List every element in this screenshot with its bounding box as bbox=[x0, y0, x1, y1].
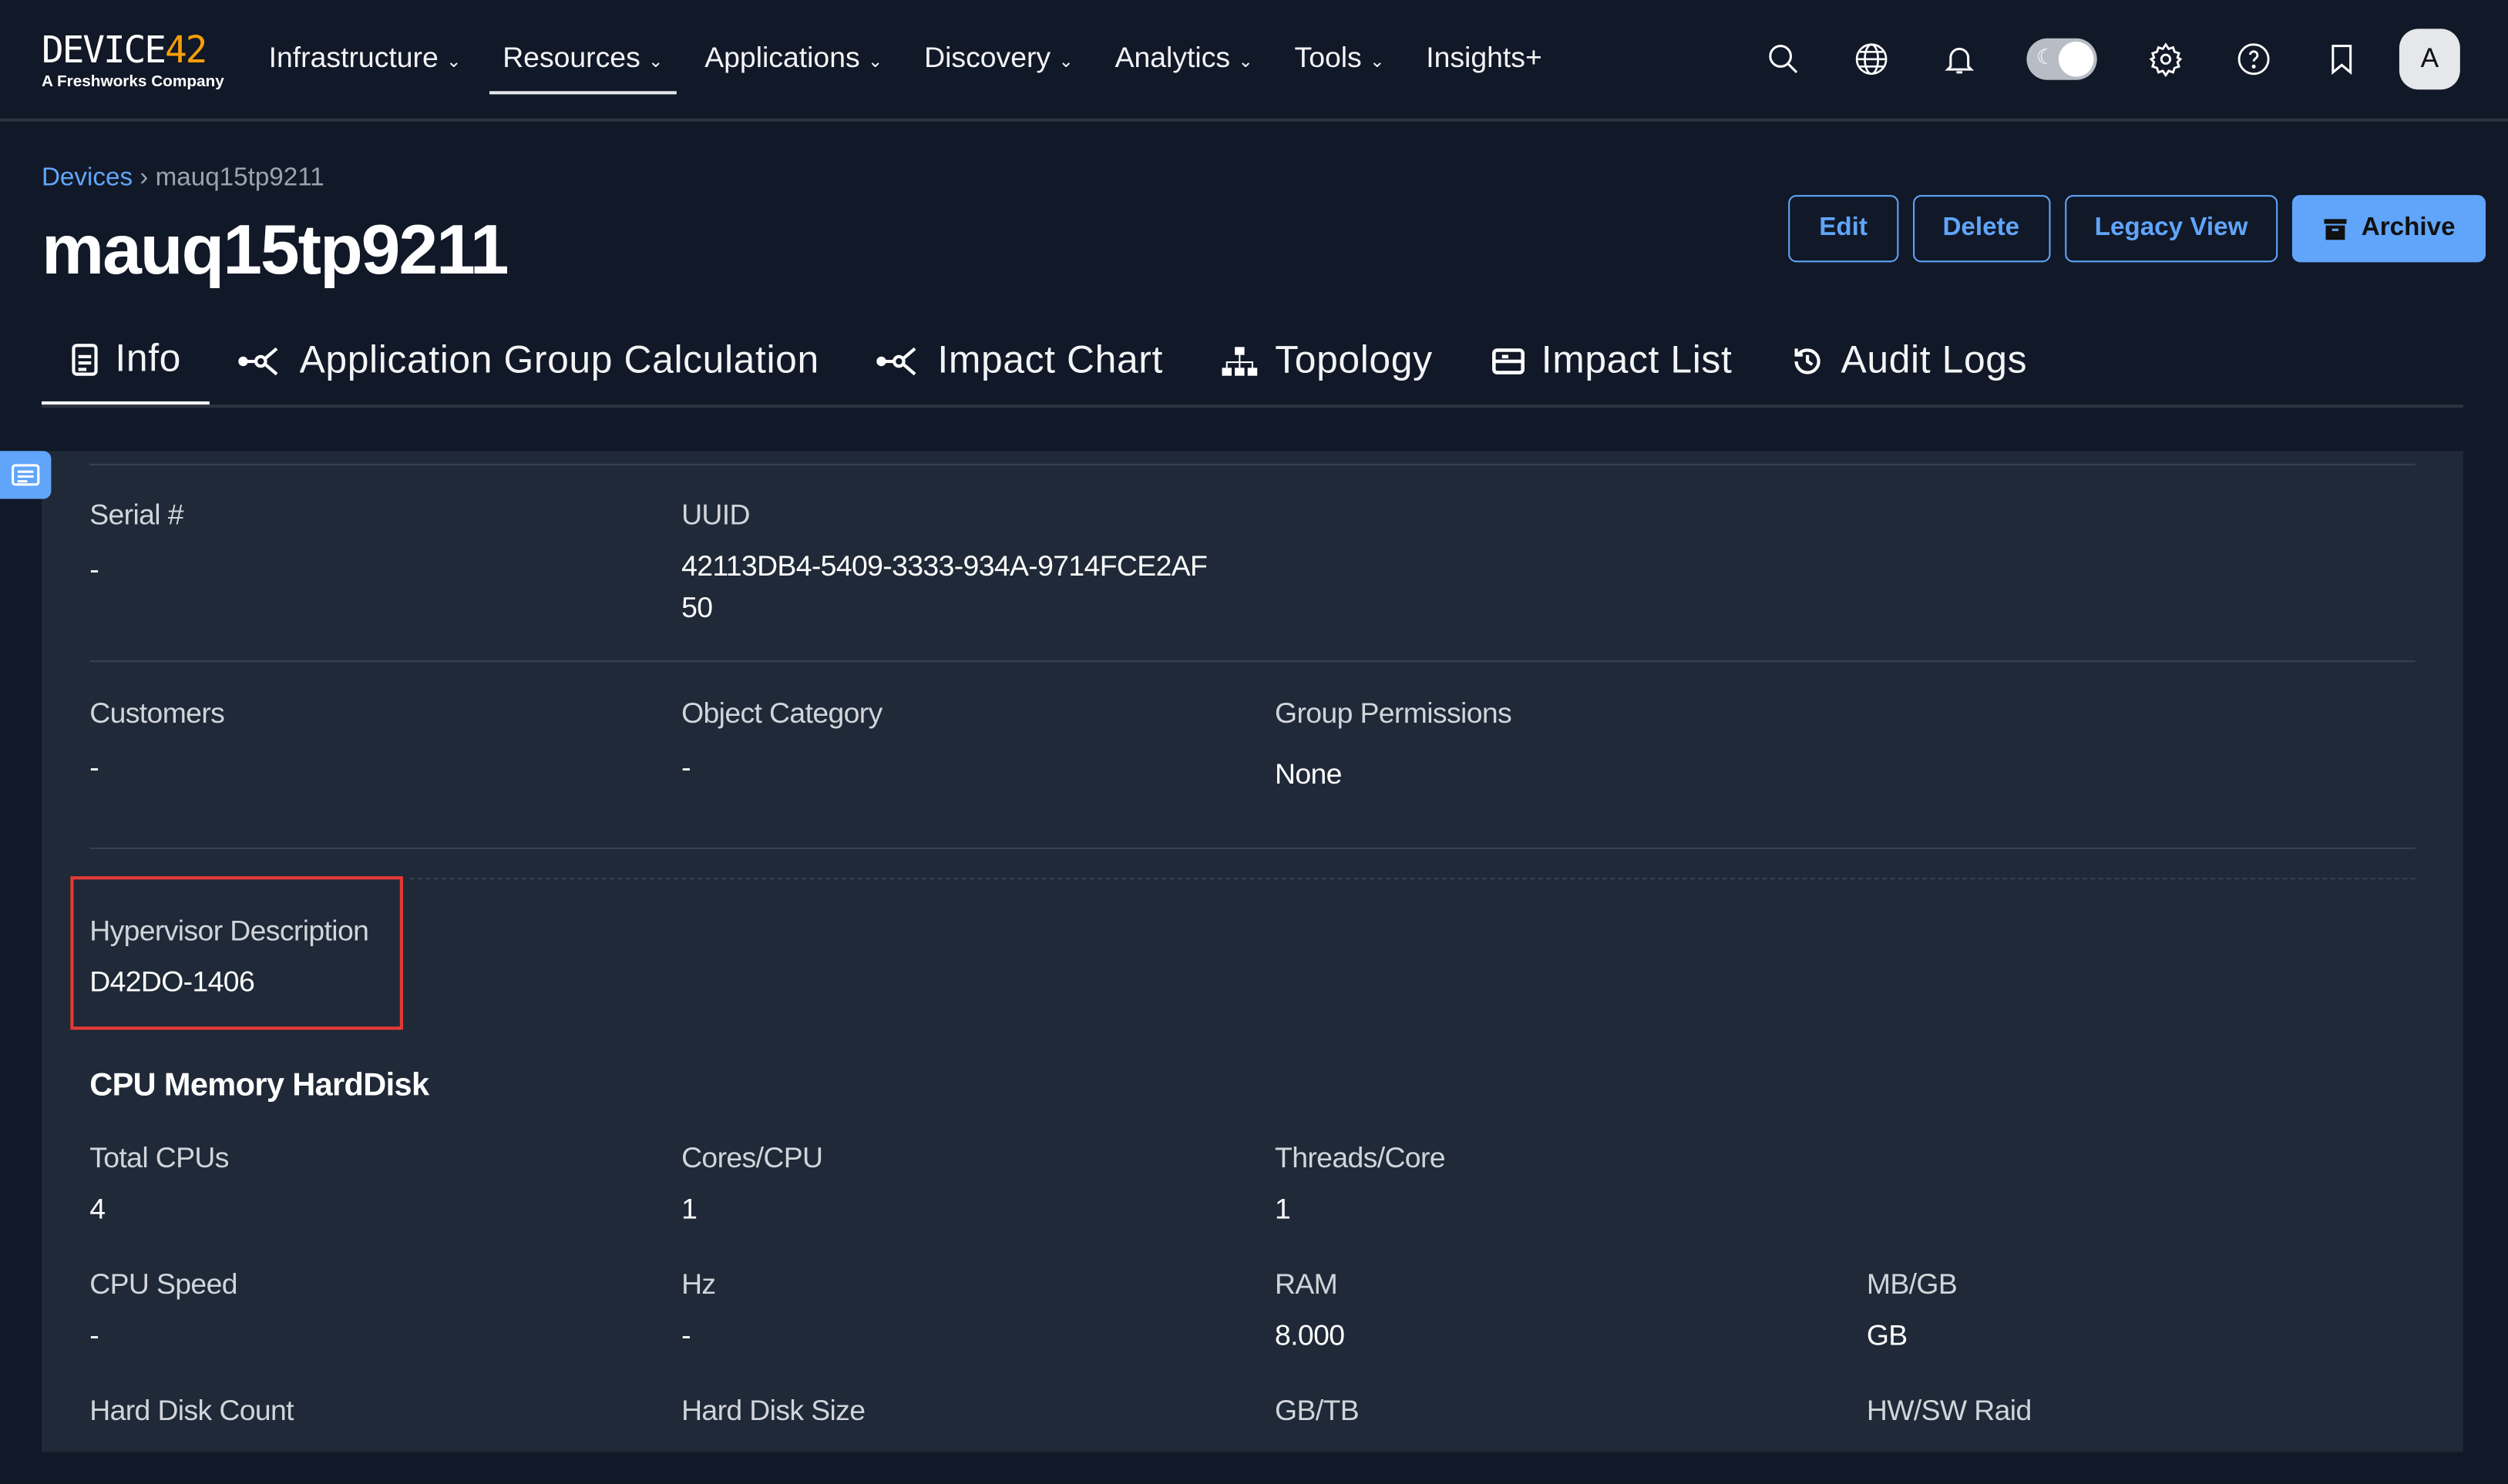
serial-value: - bbox=[89, 553, 99, 586]
threads-value: 1 bbox=[1275, 1193, 1291, 1225]
main-nav: Infrastructure ⌄ Resources ⌄ Applications ⌄… bbox=[256, 35, 1571, 95]
chevron-down-icon: ⌄ bbox=[1238, 52, 1253, 72]
device42-logo[interactable]: DEVICE42 A Freshworks Company bbox=[42, 32, 224, 92]
mbgb-label: MB/GB bbox=[1866, 1267, 1958, 1301]
help-icon[interactable] bbox=[2234, 40, 2273, 79]
tab-topology[interactable]: Topology bbox=[1192, 327, 1461, 405]
archive-button[interactable]: Archive bbox=[2292, 195, 2486, 263]
breadcrumb: Devices › mauq15tp9211 bbox=[42, 165, 324, 193]
bell-icon[interactable] bbox=[1940, 40, 1978, 79]
object-category-value: - bbox=[681, 751, 691, 784]
list-icon bbox=[1490, 345, 1525, 378]
nav-analytics[interactable]: Analytics ⌄ bbox=[1114, 41, 1253, 74]
uuid-value-cont: 50 bbox=[681, 591, 713, 624]
cpu-speed-value: - bbox=[89, 1319, 99, 1351]
raid-label: HW/SW Raid bbox=[1866, 1394, 2032, 1427]
edit-button[interactable]: Edit bbox=[1788, 195, 1898, 263]
sitemap-icon bbox=[1221, 344, 1259, 379]
gbtb-label: GB/TB bbox=[1275, 1394, 1360, 1427]
bookmark-icon[interactable] bbox=[2322, 40, 2361, 79]
uuid-value: 42113DB4-5409-3333-934A-9714FCE2AF bbox=[681, 549, 1208, 583]
network-icon bbox=[876, 344, 922, 379]
customers-value: - bbox=[89, 751, 99, 784]
chevron-down-icon: ⌄ bbox=[868, 52, 883, 72]
hz-value: - bbox=[681, 1319, 691, 1351]
hypervisor-label: Hypervisor Description bbox=[89, 915, 369, 947]
serial-label: Serial # bbox=[89, 499, 183, 531]
breadcrumb-current: mauq15tp9211 bbox=[155, 164, 324, 193]
nav-tools[interactable]: Tools ⌄ bbox=[1294, 41, 1385, 74]
customers-label: Customers bbox=[89, 697, 225, 730]
cpu-speed-label: CPU Speed bbox=[89, 1267, 237, 1301]
network-icon bbox=[238, 344, 284, 379]
object-category-label: Object Category bbox=[681, 697, 883, 730]
nav-insights[interactable]: Insights+ bbox=[1426, 41, 1542, 74]
nav-applications[interactable]: Applications ⌄ bbox=[704, 41, 883, 74]
logo-subtitle: A Freshworks Company bbox=[41, 73, 224, 92]
globe-icon[interactable] bbox=[1852, 40, 1891, 79]
theme-toggle[interactable]: ☾ bbox=[2026, 38, 2097, 80]
tab-impact-list[interactable]: Impact List bbox=[1461, 327, 1761, 405]
hd-size-label: Hard Disk Size bbox=[681, 1394, 866, 1427]
highlight-box bbox=[70, 876, 403, 1030]
side-panel-toggle[interactable] bbox=[0, 451, 52, 499]
uuid-label: UUID bbox=[681, 499, 750, 531]
hd-count-label: Hard Disk Count bbox=[89, 1394, 294, 1427]
cores-value: 1 bbox=[681, 1193, 698, 1225]
avatar[interactable]: A bbox=[2399, 29, 2460, 90]
ram-label: RAM bbox=[1275, 1267, 1338, 1301]
tab-impact-chart[interactable]: Impact Chart bbox=[848, 327, 1192, 405]
tab-application-group-calculation[interactable]: Application Group Calculation bbox=[210, 327, 848, 405]
ram-value: 8.000 bbox=[1275, 1319, 1345, 1351]
info-panel: Serial # - UUID 42113DB4-5409-3333-934A-97… bbox=[41, 451, 2463, 1452]
list-icon bbox=[12, 464, 40, 486]
breadcrumb-devices[interactable]: Devices bbox=[41, 164, 133, 193]
top-navbar: DEVICE42 A Freshworks Company Infrastruc… bbox=[0, 0, 2508, 122]
logo-number: 42 bbox=[164, 30, 207, 72]
group-permissions-label: Group Permissions bbox=[1275, 697, 1512, 730]
search-icon[interactable] bbox=[1764, 40, 1803, 79]
nav-resources[interactable]: Resources ⌄ bbox=[489, 35, 676, 95]
gear-icon[interactable] bbox=[2147, 40, 2185, 79]
chevron-down-icon: ⌄ bbox=[446, 52, 462, 72]
tab-bar: Info Application Group Calculation Impac… bbox=[41, 327, 2463, 408]
total-cpus-label: Total CPUs bbox=[89, 1141, 229, 1174]
section-title: CPU Memory HardDisk bbox=[89, 1068, 429, 1103]
tab-audit-logs[interactable]: Audit Logs bbox=[1761, 327, 2056, 405]
logo-text: DEVICE bbox=[41, 30, 166, 72]
nav-infrastructure[interactable]: Infrastructure ⌄ bbox=[268, 41, 462, 74]
page-title: mauq15tp9211 bbox=[41, 210, 509, 290]
document-icon bbox=[70, 342, 99, 378]
hypervisor-value: D42DO-1406 bbox=[89, 965, 255, 998]
nav-discovery[interactable]: Discovery ⌄ bbox=[924, 41, 1074, 74]
tab-info[interactable]: Info bbox=[41, 327, 210, 405]
chevron-down-icon: ⌄ bbox=[1058, 52, 1074, 72]
moon-icon: ☾ bbox=[2036, 45, 2056, 69]
legacy-view-button[interactable]: Legacy View bbox=[2064, 195, 2278, 263]
threads-label: Threads/Core bbox=[1275, 1141, 1446, 1174]
hz-label: Hz bbox=[681, 1267, 716, 1301]
delete-button[interactable]: Delete bbox=[1912, 195, 2050, 263]
chevron-down-icon: ⌄ bbox=[1370, 52, 1385, 72]
cores-label: Cores/CPU bbox=[681, 1141, 823, 1174]
chevron-down-icon: ⌄ bbox=[648, 52, 664, 72]
group-permissions-value: None bbox=[1275, 757, 1342, 791]
archive-icon bbox=[2325, 219, 2348, 240]
history-icon bbox=[1790, 344, 1825, 379]
breadcrumb-separator: › bbox=[140, 164, 149, 193]
total-cpus-value: 4 bbox=[89, 1193, 106, 1225]
mbgb-value: GB bbox=[1866, 1319, 1908, 1351]
